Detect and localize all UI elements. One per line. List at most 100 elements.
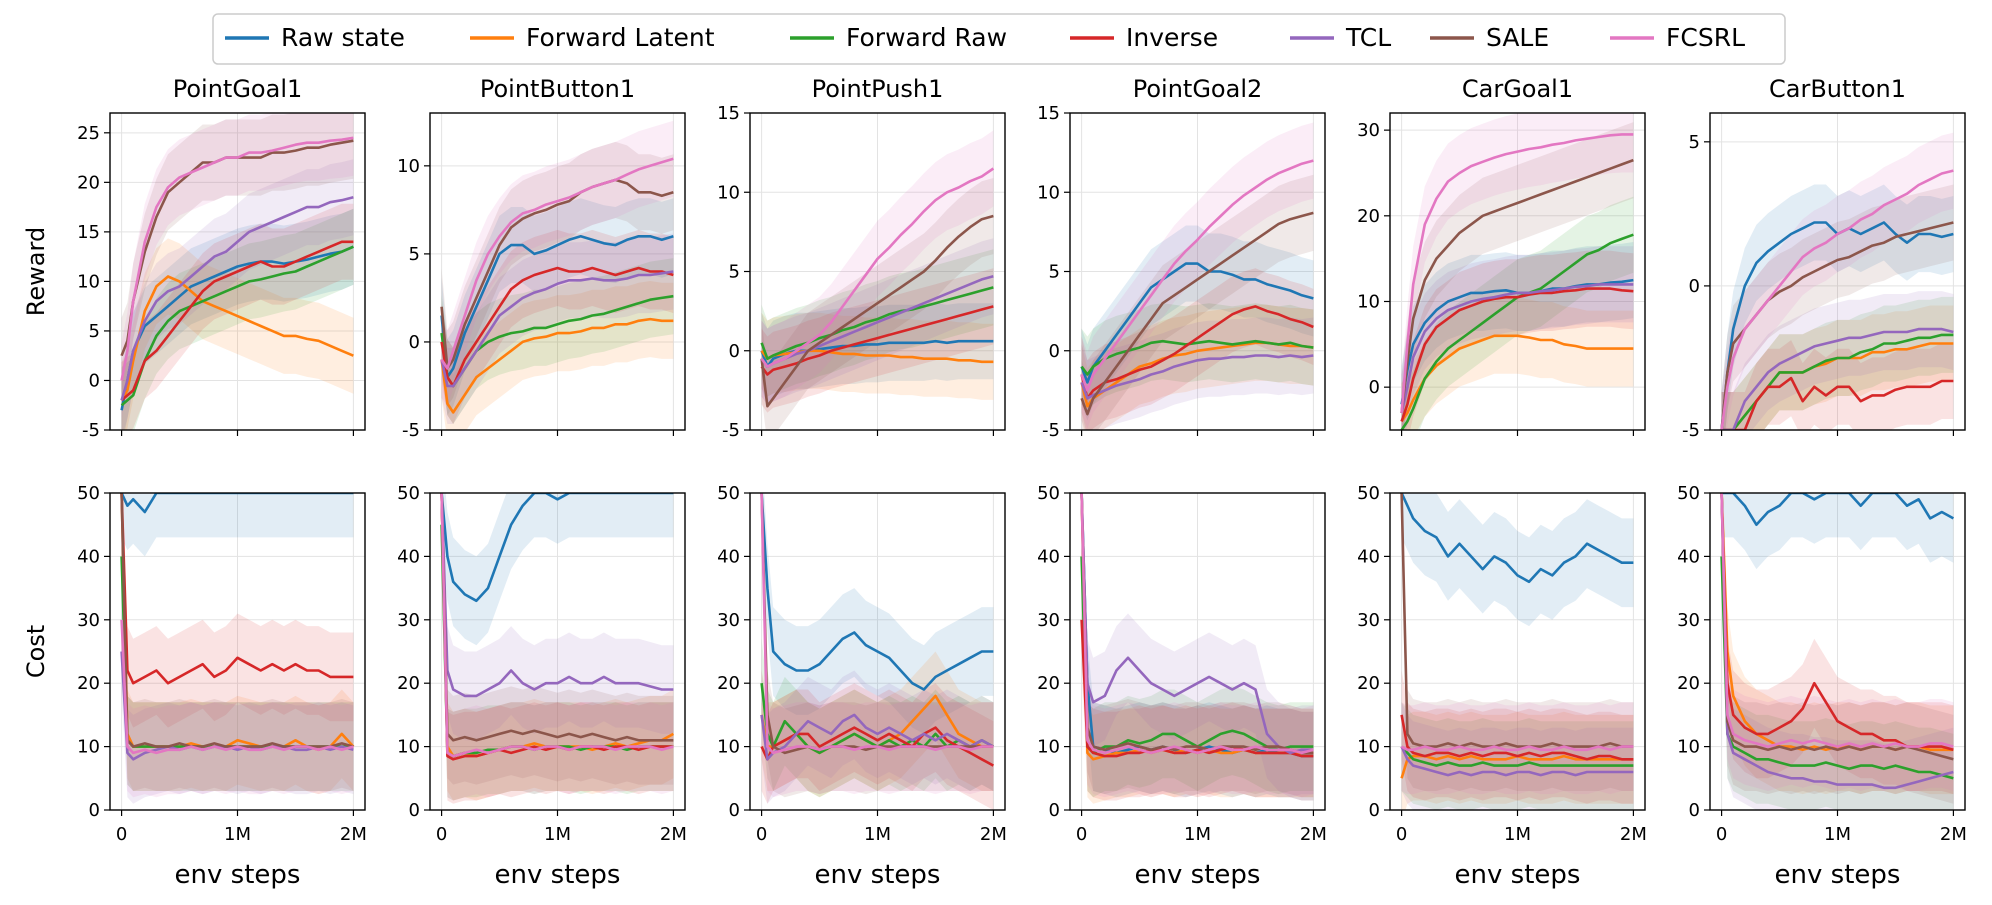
x-tick-label: 1M bbox=[1504, 824, 1531, 845]
reward-axes: -5 0 5 bbox=[1682, 112, 1966, 441]
y-tick-label: 5 bbox=[89, 321, 100, 342]
x-tick-label: 0 bbox=[1396, 824, 1407, 845]
y-tick-label: 0 bbox=[1369, 800, 1380, 821]
line-sale bbox=[1080, 211, 1314, 416]
y-tick-label: 10 bbox=[1037, 737, 1060, 758]
y-tick-label: -5 bbox=[82, 420, 100, 441]
band-raw-state bbox=[1081, 225, 1314, 421]
band-forward-latent bbox=[1401, 711, 1634, 810]
line-fcsrl bbox=[440, 157, 674, 370]
line-forward-raw bbox=[1721, 333, 1954, 430]
y-tick-label: 5 bbox=[1049, 262, 1060, 283]
y-tick-label: 50 bbox=[717, 483, 740, 504]
band-sale bbox=[441, 493, 674, 785]
line-fcsrl bbox=[1400, 133, 1634, 414]
x-tick-label: 1M bbox=[224, 824, 251, 845]
line-fcsrl bbox=[1080, 159, 1314, 392]
reward-axes: -5 0 5 10 15 bbox=[1037, 103, 1326, 441]
legend-label-fcsrl: FCSRL bbox=[1666, 23, 1745, 52]
y-tick-label: 5 bbox=[409, 244, 420, 265]
legend-entry-forward-raw: Forward Raw bbox=[790, 23, 1007, 52]
line-forward-latent bbox=[760, 349, 994, 364]
panel-title: PointButton1 bbox=[480, 75, 635, 103]
band-fcsrl bbox=[441, 120, 674, 407]
y-tick-label: 15 bbox=[77, 222, 100, 243]
panel-title: CarButton1 bbox=[1769, 75, 1906, 103]
band-fcsrl bbox=[121, 113, 354, 419]
series-layer bbox=[1400, 113, 1634, 430]
band-raw-state bbox=[1401, 493, 1634, 627]
x-tick-label: 0 bbox=[1076, 824, 1087, 845]
series-layer bbox=[120, 113, 354, 430]
line-inverse bbox=[760, 726, 995, 767]
band-forward-latent bbox=[1081, 493, 1314, 804]
line-fcsrl bbox=[120, 619, 354, 755]
line-sale bbox=[1720, 493, 1954, 761]
line-forward-latent bbox=[1400, 754, 1634, 779]
cost-axes: 0 10 20 30 40 50 0 1M 2M env steps bbox=[1357, 483, 1647, 890]
line-inverse bbox=[440, 266, 674, 388]
line-tcl bbox=[440, 270, 674, 388]
legend-entry-fcsrl: FCSRL bbox=[1610, 23, 1745, 52]
band-forward-raw bbox=[1721, 512, 1954, 810]
y-tick-label: 50 bbox=[397, 483, 420, 504]
legend-label-raw-state: Raw state bbox=[281, 23, 405, 52]
x-axis-label: env steps bbox=[175, 860, 301, 890]
band-inverse bbox=[1721, 493, 1954, 795]
series-layer bbox=[760, 493, 995, 810]
line-raw-state bbox=[440, 235, 674, 379]
line-fcsrl bbox=[120, 136, 354, 381]
band-forward-raw bbox=[441, 493, 674, 801]
y-tick-label: 0 bbox=[409, 332, 420, 353]
line-forward-raw bbox=[760, 286, 994, 360]
band-sale bbox=[761, 493, 994, 798]
line-fcsrl bbox=[760, 493, 994, 755]
line-tcl bbox=[1080, 354, 1314, 400]
band-raw-state bbox=[1081, 493, 1314, 801]
x-tick-label: 1M bbox=[1184, 824, 1211, 845]
y-tick-label: 10 bbox=[717, 182, 740, 203]
line-fcsrl bbox=[1080, 493, 1314, 755]
x-tick-label: 0 bbox=[1716, 824, 1727, 845]
row-label-reward: Reward bbox=[22, 227, 50, 316]
line-raw-state bbox=[120, 493, 354, 514]
band-raw-state bbox=[441, 493, 674, 646]
band-forward-raw bbox=[121, 512, 354, 791]
y-tick-label: 10 bbox=[397, 737, 420, 758]
line-inverse bbox=[120, 493, 354, 685]
x-tick-label: 1M bbox=[864, 824, 891, 845]
y-tick-label: 30 bbox=[1677, 610, 1700, 631]
y-tick-label: 0 bbox=[1689, 800, 1700, 821]
y-tick-label: 25 bbox=[77, 123, 100, 144]
y-tick-label: 10 bbox=[1357, 737, 1380, 758]
x-axis-label: env steps bbox=[1775, 860, 1901, 890]
line-fcsrl bbox=[1400, 745, 1634, 752]
series-layer bbox=[440, 120, 674, 430]
y-tick-label: 40 bbox=[77, 546, 100, 567]
reward-axes: 0 10 20 30 bbox=[1357, 112, 1646, 436]
series-layer bbox=[1400, 493, 1634, 810]
panel-title: PointPush1 bbox=[812, 75, 944, 103]
line-forward-latent bbox=[120, 275, 354, 401]
y-tick-label: 40 bbox=[1357, 546, 1380, 567]
x-tick-label: 1M bbox=[544, 824, 571, 845]
band-forward-raw bbox=[441, 258, 674, 424]
line-fcsrl bbox=[1720, 169, 1954, 430]
band-forward-raw bbox=[1401, 196, 1634, 430]
band-fcsrl bbox=[1401, 113, 1634, 430]
band-tcl bbox=[441, 493, 674, 741]
cost-axes: 0 10 20 30 40 50 0 1M 2M env steps bbox=[1037, 483, 1327, 890]
band-forward-raw bbox=[1081, 512, 1314, 798]
x-axis-label: env steps bbox=[1455, 860, 1581, 890]
band-raw-state bbox=[761, 493, 994, 734]
x-tick-label: 1M bbox=[1824, 824, 1851, 845]
legend-entry-forward-latent: Forward Latent bbox=[470, 23, 715, 52]
y-tick-label: 20 bbox=[1357, 206, 1380, 227]
y-tick-label: 10 bbox=[397, 156, 420, 177]
y-tick-label: 50 bbox=[1037, 483, 1060, 504]
y-tick-label: 10 bbox=[77, 271, 100, 292]
y-tick-label: 30 bbox=[717, 610, 740, 631]
line-inverse bbox=[440, 493, 674, 761]
y-tick-label: 20 bbox=[397, 673, 420, 694]
